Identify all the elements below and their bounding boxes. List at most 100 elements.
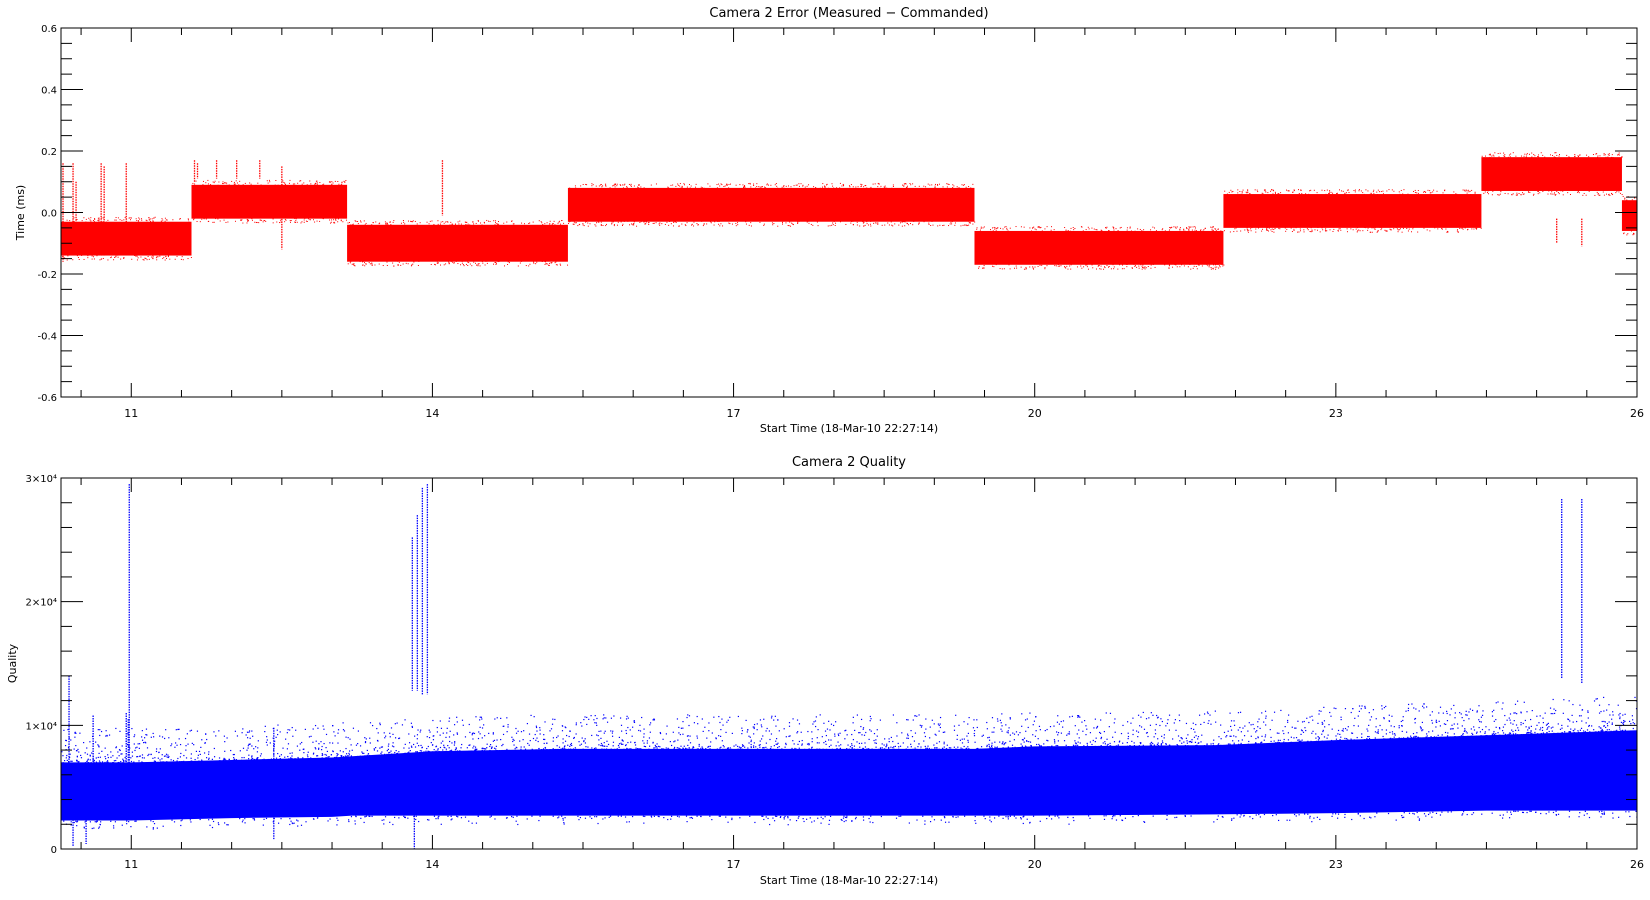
error-point bbox=[1631, 229, 1633, 231]
error-point bbox=[807, 220, 809, 222]
error-point bbox=[267, 182, 269, 184]
quality-point bbox=[973, 730, 976, 732]
quality-point bbox=[1420, 728, 1422, 730]
quality-point bbox=[570, 748, 572, 750]
quality-point bbox=[747, 747, 749, 749]
quality-point bbox=[899, 745, 902, 747]
error-point bbox=[949, 223, 951, 225]
error-point bbox=[446, 221, 448, 223]
error-point bbox=[1065, 229, 1067, 231]
quality-point bbox=[71, 760, 73, 762]
quality-point bbox=[1054, 740, 1056, 742]
error-point bbox=[1341, 190, 1343, 192]
quality-point bbox=[1524, 719, 1526, 722]
quality-point bbox=[89, 821, 92, 823]
error-point bbox=[832, 224, 834, 226]
quality-point bbox=[883, 748, 885, 750]
quality-point bbox=[1230, 720, 1233, 722]
quality-point bbox=[179, 743, 182, 746]
quality-point bbox=[1250, 735, 1252, 737]
quality-point bbox=[157, 757, 159, 759]
quality-point bbox=[376, 727, 378, 730]
quality-point bbox=[264, 725, 266, 727]
quality-point bbox=[682, 733, 684, 735]
quality-point bbox=[922, 815, 924, 817]
quality-point bbox=[1414, 718, 1416, 720]
quality-point bbox=[459, 750, 461, 752]
quality-point bbox=[337, 819, 339, 821]
error-point bbox=[866, 221, 868, 223]
quality-point bbox=[437, 749, 439, 751]
quality-point bbox=[403, 747, 405, 749]
quality-point bbox=[1509, 732, 1511, 734]
quality-point bbox=[1553, 708, 1555, 710]
error-point bbox=[1194, 229, 1196, 231]
error-point bbox=[368, 262, 370, 264]
quality-point bbox=[1464, 728, 1466, 730]
error-point bbox=[728, 222, 730, 224]
quality-point bbox=[389, 732, 391, 734]
error-point bbox=[1307, 229, 1309, 231]
quality-point bbox=[1423, 707, 1425, 709]
quality-point bbox=[777, 719, 779, 721]
error-point bbox=[1594, 194, 1596, 196]
quality-point bbox=[99, 762, 101, 764]
quality-point bbox=[937, 723, 940, 725]
quality-point bbox=[1122, 724, 1124, 727]
quality-point bbox=[731, 732, 733, 734]
quality-point bbox=[301, 741, 303, 744]
error-point bbox=[782, 223, 784, 225]
error-point bbox=[613, 184, 615, 186]
quality-point bbox=[136, 746, 138, 748]
error-point bbox=[1456, 193, 1458, 195]
quality-point bbox=[1577, 730, 1579, 732]
quality-point bbox=[626, 821, 628, 823]
quality-point bbox=[1013, 733, 1016, 735]
error-point bbox=[363, 220, 365, 222]
quality-point bbox=[865, 731, 867, 734]
error-point bbox=[903, 183, 905, 185]
quality-point bbox=[513, 739, 515, 742]
error-point bbox=[98, 220, 100, 222]
quality-point bbox=[1514, 729, 1517, 732]
quality-point bbox=[1160, 718, 1162, 720]
quality-point bbox=[1407, 703, 1410, 706]
error-point bbox=[1268, 227, 1270, 229]
quality-point bbox=[1095, 737, 1097, 739]
quality-point bbox=[1356, 736, 1358, 739]
error-point bbox=[497, 261, 499, 263]
error-point bbox=[371, 264, 373, 266]
quality-point bbox=[723, 746, 725, 748]
error-point bbox=[718, 223, 720, 225]
quality-point bbox=[1320, 710, 1322, 712]
quality-point bbox=[1106, 738, 1108, 740]
error-point bbox=[144, 257, 146, 259]
error-point bbox=[1610, 156, 1612, 158]
error-point bbox=[350, 261, 352, 263]
quality-point bbox=[859, 746, 861, 748]
quality-point bbox=[1126, 745, 1129, 747]
error-point bbox=[1224, 190, 1226, 192]
quality-point bbox=[1588, 724, 1591, 727]
error-point bbox=[529, 222, 531, 224]
quality-point bbox=[99, 734, 101, 737]
error-point bbox=[1491, 155, 1493, 157]
quality-point bbox=[1579, 704, 1581, 706]
quality-point bbox=[1447, 732, 1449, 734]
quality-point bbox=[232, 759, 234, 762]
quality-point bbox=[261, 759, 264, 761]
quality-point bbox=[531, 748, 533, 750]
quality-point bbox=[718, 715, 720, 718]
error-point bbox=[495, 262, 497, 264]
quality-point bbox=[1208, 720, 1210, 722]
quality-point bbox=[557, 817, 559, 819]
error-point bbox=[912, 224, 914, 226]
quality-point bbox=[752, 745, 755, 747]
quality-point bbox=[1102, 742, 1104, 744]
quality-point bbox=[719, 815, 721, 817]
quality-point bbox=[381, 751, 383, 753]
error-point bbox=[1095, 268, 1097, 270]
quality-point bbox=[643, 736, 645, 738]
quality-point bbox=[199, 753, 201, 756]
quality-point bbox=[275, 757, 278, 759]
